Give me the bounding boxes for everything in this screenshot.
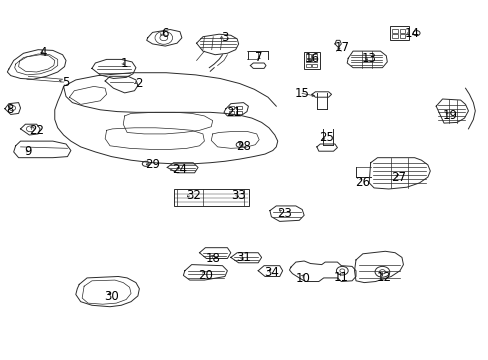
Text: 19: 19 xyxy=(442,109,456,122)
Bar xyxy=(305,64,310,67)
Bar xyxy=(305,54,310,58)
Text: 23: 23 xyxy=(277,207,291,220)
Text: 13: 13 xyxy=(361,52,376,65)
Text: 4: 4 xyxy=(39,46,47,59)
Bar xyxy=(391,29,397,33)
Bar xyxy=(173,189,249,206)
Bar xyxy=(236,106,241,109)
Text: 24: 24 xyxy=(172,163,187,176)
Text: 11: 11 xyxy=(333,271,348,284)
Bar xyxy=(228,106,234,109)
Text: 6: 6 xyxy=(161,27,169,40)
Bar xyxy=(399,29,404,33)
Text: 32: 32 xyxy=(185,189,200,202)
Text: 25: 25 xyxy=(319,131,333,144)
Text: 22: 22 xyxy=(29,124,44,137)
Text: 16: 16 xyxy=(304,52,319,65)
Text: 9: 9 xyxy=(24,145,32,158)
Text: 8: 8 xyxy=(6,103,14,116)
Text: 26: 26 xyxy=(355,176,369,189)
Text: 28: 28 xyxy=(236,140,250,153)
Text: 27: 27 xyxy=(390,171,405,184)
Text: 7: 7 xyxy=(255,51,263,64)
Text: 12: 12 xyxy=(376,271,390,284)
Bar xyxy=(312,54,316,58)
Bar xyxy=(304,52,319,69)
Text: 21: 21 xyxy=(226,106,241,119)
Text: 1: 1 xyxy=(121,57,128,69)
Text: 10: 10 xyxy=(295,273,310,285)
Text: 5: 5 xyxy=(62,76,70,89)
Text: 2: 2 xyxy=(135,77,143,90)
Text: 18: 18 xyxy=(205,252,220,265)
Bar xyxy=(312,59,316,62)
Text: 20: 20 xyxy=(198,269,212,282)
Bar xyxy=(228,111,234,114)
Bar xyxy=(391,34,397,38)
Text: 15: 15 xyxy=(294,87,309,100)
Bar xyxy=(236,111,241,114)
Text: 14: 14 xyxy=(404,27,418,40)
Bar xyxy=(312,64,316,67)
Text: 3: 3 xyxy=(221,31,228,44)
Text: 17: 17 xyxy=(334,41,349,54)
Bar xyxy=(399,34,404,38)
Bar xyxy=(305,59,310,62)
Text: 29: 29 xyxy=(145,158,160,171)
Text: 34: 34 xyxy=(264,266,278,279)
Text: 31: 31 xyxy=(236,251,250,264)
Text: 30: 30 xyxy=(104,291,119,303)
Text: 33: 33 xyxy=(231,189,245,202)
Bar xyxy=(389,26,408,40)
